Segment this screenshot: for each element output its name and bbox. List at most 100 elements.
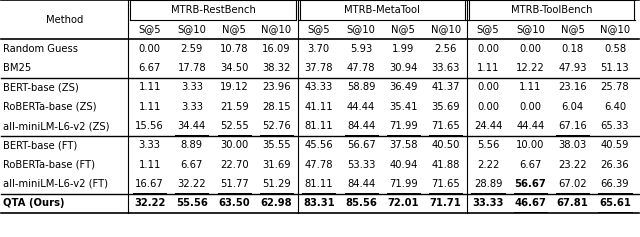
Text: 15.56: 15.56 <box>135 121 164 131</box>
Text: 1.11: 1.11 <box>138 160 161 170</box>
Text: 17.78: 17.78 <box>177 63 206 73</box>
Text: 35.69: 35.69 <box>431 102 460 112</box>
Text: 47.78: 47.78 <box>347 63 376 73</box>
Text: 40.94: 40.94 <box>389 160 418 170</box>
Text: N@5: N@5 <box>392 24 415 34</box>
Text: BERT-base (FT): BERT-base (FT) <box>3 140 77 150</box>
Text: 71.99: 71.99 <box>389 179 418 189</box>
Text: 23.96: 23.96 <box>262 82 291 92</box>
Text: Random Guess: Random Guess <box>3 44 78 54</box>
Text: N@10: N@10 <box>600 24 630 34</box>
Text: 43.33: 43.33 <box>305 82 333 92</box>
Text: 6.04: 6.04 <box>561 102 584 112</box>
Text: 72.01: 72.01 <box>388 198 419 208</box>
Text: 2.59: 2.59 <box>180 44 203 54</box>
Text: 0.00: 0.00 <box>519 44 541 54</box>
Text: 46.67: 46.67 <box>515 198 547 208</box>
Text: 41.11: 41.11 <box>305 102 333 112</box>
Text: 56.67: 56.67 <box>515 179 546 189</box>
Text: 41.88: 41.88 <box>431 160 460 170</box>
Text: all-miniLM-L6-v2 (FT): all-miniLM-L6-v2 (FT) <box>3 179 108 189</box>
Text: 30.00: 30.00 <box>220 140 248 150</box>
Text: 8.89: 8.89 <box>181 140 203 150</box>
Text: RoBERTa-base (FT): RoBERTa-base (FT) <box>3 160 95 170</box>
Text: 3.70: 3.70 <box>308 44 330 54</box>
Text: 58.89: 58.89 <box>347 82 376 92</box>
Text: 53.33: 53.33 <box>347 160 375 170</box>
Text: 84.44: 84.44 <box>347 179 375 189</box>
Text: 45.56: 45.56 <box>305 140 333 150</box>
Text: 1.99: 1.99 <box>392 44 415 54</box>
Text: 51.29: 51.29 <box>262 179 291 189</box>
Text: 24.44: 24.44 <box>474 121 502 131</box>
Text: 2.22: 2.22 <box>477 160 499 170</box>
Text: 3.33: 3.33 <box>181 82 203 92</box>
Text: 67.16: 67.16 <box>558 121 587 131</box>
Text: Method: Method <box>46 15 83 25</box>
Text: 41.37: 41.37 <box>431 82 460 92</box>
Text: 3.33: 3.33 <box>181 102 203 112</box>
Text: 21.59: 21.59 <box>220 102 248 112</box>
Text: N@5: N@5 <box>222 24 246 34</box>
Text: 36.49: 36.49 <box>389 82 418 92</box>
Text: 30.94: 30.94 <box>389 63 418 73</box>
Text: N@5: N@5 <box>561 24 584 34</box>
Text: 0.18: 0.18 <box>561 44 584 54</box>
Text: 44.44: 44.44 <box>347 102 375 112</box>
Text: MTRB-MetaTool: MTRB-MetaTool <box>344 5 420 15</box>
Text: 19.12: 19.12 <box>220 82 248 92</box>
Text: S@10: S@10 <box>177 24 206 34</box>
Text: 55.56: 55.56 <box>176 198 208 208</box>
Text: 23.16: 23.16 <box>558 82 587 92</box>
Text: 44.44: 44.44 <box>516 121 545 131</box>
Text: 40.59: 40.59 <box>601 140 629 150</box>
Text: 2.56: 2.56 <box>435 44 457 54</box>
Text: 6.67: 6.67 <box>180 160 203 170</box>
Text: 71.65: 71.65 <box>431 121 460 131</box>
Text: 5.93: 5.93 <box>350 44 372 54</box>
Text: 37.78: 37.78 <box>305 63 333 73</box>
Text: 16.09: 16.09 <box>262 44 291 54</box>
Text: S@5: S@5 <box>307 24 330 34</box>
Text: 84.44: 84.44 <box>347 121 375 131</box>
Text: 12.22: 12.22 <box>516 63 545 73</box>
Text: 34.44: 34.44 <box>178 121 206 131</box>
Text: RoBERTa-base (ZS): RoBERTa-base (ZS) <box>3 102 97 112</box>
Text: 67.81: 67.81 <box>557 198 589 208</box>
Text: 31.69: 31.69 <box>262 160 291 170</box>
Text: 23.22: 23.22 <box>558 160 587 170</box>
Text: 10.78: 10.78 <box>220 44 248 54</box>
Text: 0.00: 0.00 <box>477 82 499 92</box>
Text: 81.11: 81.11 <box>305 179 333 189</box>
Text: 6.40: 6.40 <box>604 102 626 112</box>
Text: 67.02: 67.02 <box>558 179 587 189</box>
Text: 3.33: 3.33 <box>139 140 161 150</box>
Text: 63.50: 63.50 <box>218 198 250 208</box>
Text: 38.03: 38.03 <box>559 140 587 150</box>
Text: 85.56: 85.56 <box>345 198 377 208</box>
Text: all-miniLM-L6-v2 (ZS): all-miniLM-L6-v2 (ZS) <box>3 121 109 131</box>
Text: 0.00: 0.00 <box>519 102 541 112</box>
Text: 0.00: 0.00 <box>477 102 499 112</box>
Text: 52.55: 52.55 <box>220 121 248 131</box>
Text: 71.71: 71.71 <box>430 198 461 208</box>
Text: 66.39: 66.39 <box>601 179 629 189</box>
Text: S@5: S@5 <box>138 24 161 34</box>
Text: S@10: S@10 <box>516 24 545 34</box>
Text: 1.11: 1.11 <box>138 102 161 112</box>
Text: 51.77: 51.77 <box>220 179 248 189</box>
Text: QTA (Ours): QTA (Ours) <box>3 198 65 208</box>
Text: 1.11: 1.11 <box>519 82 541 92</box>
Text: 25.78: 25.78 <box>601 82 629 92</box>
Text: 0.00: 0.00 <box>139 44 161 54</box>
Text: 6.67: 6.67 <box>138 63 161 73</box>
Text: 5.56: 5.56 <box>477 140 499 150</box>
Text: 1.11: 1.11 <box>477 63 499 73</box>
Text: 83.31: 83.31 <box>303 198 335 208</box>
Text: BM25: BM25 <box>3 63 31 73</box>
Text: 1.11: 1.11 <box>138 82 161 92</box>
Text: 65.61: 65.61 <box>599 198 631 208</box>
Text: 26.36: 26.36 <box>601 160 629 170</box>
Text: 71.65: 71.65 <box>431 179 460 189</box>
Text: 38.32: 38.32 <box>262 63 291 73</box>
